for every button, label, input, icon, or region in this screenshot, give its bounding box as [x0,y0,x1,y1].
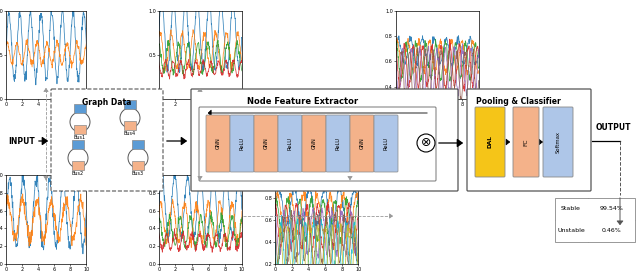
Text: OUTPUT: OUTPUT [596,122,632,131]
FancyBboxPatch shape [74,104,86,113]
FancyBboxPatch shape [206,115,230,172]
FancyBboxPatch shape [230,115,254,172]
Text: 0.46%: 0.46% [602,228,622,233]
FancyBboxPatch shape [132,161,144,170]
FancyBboxPatch shape [51,89,163,191]
Text: Softmax: Softmax [556,131,561,153]
FancyBboxPatch shape [199,107,436,181]
Text: DAL: DAL [488,135,493,149]
FancyBboxPatch shape [326,115,350,172]
Text: Bus4: Bus4 [124,131,136,136]
FancyBboxPatch shape [302,115,326,172]
Text: Pooling & Classifier: Pooling & Classifier [476,97,561,106]
Text: ReLU: ReLU [383,137,388,150]
Text: GNN: GNN [216,137,221,149]
Text: Stable: Stable [561,206,581,212]
FancyBboxPatch shape [254,115,278,172]
FancyBboxPatch shape [72,161,84,170]
FancyBboxPatch shape [124,100,136,109]
FancyBboxPatch shape [72,140,84,149]
Text: 99.54%: 99.54% [600,206,624,212]
FancyBboxPatch shape [555,198,635,242]
Text: GNN: GNN [264,137,269,149]
Text: GNN: GNN [312,137,317,149]
Text: Node Feature Extractor: Node Feature Extractor [247,97,358,106]
FancyBboxPatch shape [278,115,302,172]
FancyBboxPatch shape [132,140,144,149]
Text: ReLU: ReLU [239,137,244,150]
FancyBboxPatch shape [374,115,398,172]
Circle shape [417,134,435,152]
FancyBboxPatch shape [74,125,86,134]
FancyBboxPatch shape [191,89,458,191]
Text: Graph Data: Graph Data [82,98,131,107]
Text: GNN: GNN [360,137,365,149]
FancyBboxPatch shape [513,107,539,177]
Text: FC: FC [524,138,529,146]
FancyBboxPatch shape [543,107,573,177]
FancyBboxPatch shape [467,89,591,191]
Text: ReLU: ReLU [287,137,292,150]
Text: Unstable: Unstable [557,228,585,233]
Text: Bus3: Bus3 [132,171,144,176]
Text: Bus1: Bus1 [74,135,86,140]
FancyBboxPatch shape [124,121,136,130]
Text: Bus2: Bus2 [72,171,84,176]
FancyBboxPatch shape [350,115,374,172]
Text: INPUT: INPUT [8,137,35,146]
Text: ⊗: ⊗ [420,137,431,150]
FancyBboxPatch shape [475,107,505,177]
Text: ReLU: ReLU [335,137,340,150]
